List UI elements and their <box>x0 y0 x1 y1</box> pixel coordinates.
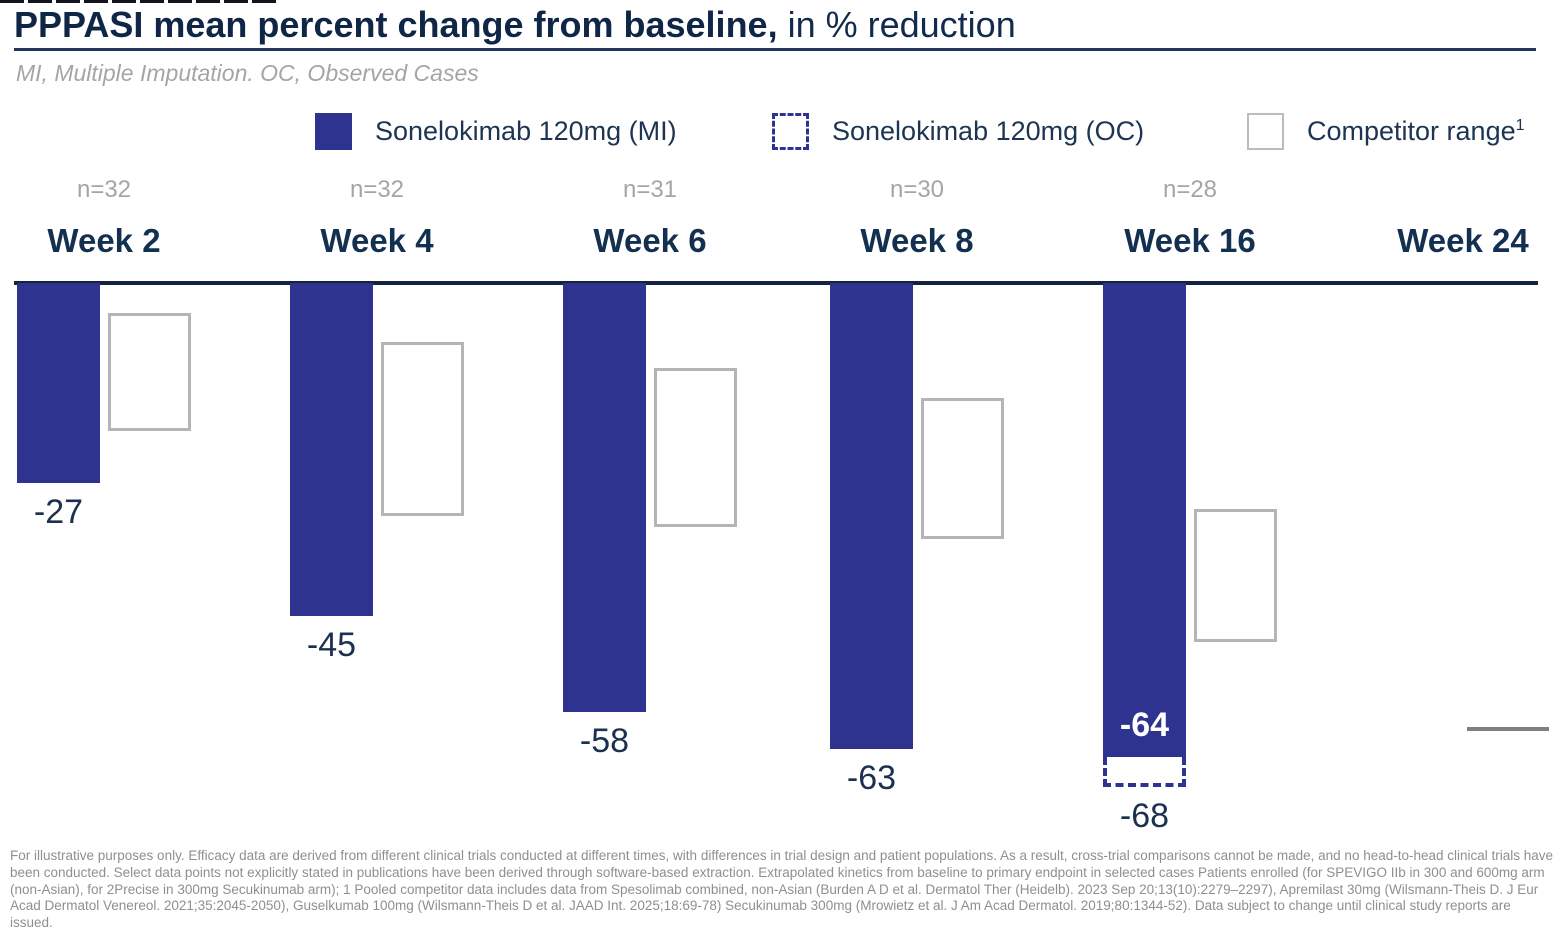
bar-value-label: -45 <box>306 626 357 664</box>
competitor-range-box <box>108 313 191 431</box>
category-label: Week 16 <box>1124 222 1256 259</box>
legend-label: Competitor range1 <box>1307 115 1525 146</box>
category-label: Week 24 <box>1397 222 1529 259</box>
bar-value-label-inside: -64 <box>1119 706 1170 744</box>
competitor-range-box <box>921 398 1004 539</box>
abbreviation-note: MI, Multiple Imputation. OC, Observed Ca… <box>16 60 479 86</box>
sample-size-label: n=30 <box>889 176 945 203</box>
footnote-text: For illustrative purposes only. Efficacy… <box>10 848 1554 931</box>
dashed-square-icon <box>772 112 809 150</box>
category-label: Week 8 <box>860 222 974 259</box>
bar-value-label: -27 <box>33 493 84 531</box>
sample-size-label: n=32 <box>349 176 405 203</box>
legend-item-sonelokimab-oc: Sonelokimab 120mg (OC) <box>772 111 1144 151</box>
page-title-bold: PPPASI mean percent change from baseline… <box>14 4 778 45</box>
top-edge-artifact <box>0 0 278 3</box>
bar-sonelokimab-oc-extension <box>1103 757 1186 787</box>
competitor-range-box <box>654 368 737 527</box>
bar-sonelokimab-mi <box>290 283 373 616</box>
chart-baseline-axis <box>14 281 1538 285</box>
legend-label: Sonelokimab 120mg (OC) <box>832 115 1145 146</box>
bar-value-label: -63 <box>846 759 897 797</box>
sample-size-label: n=32 <box>76 176 132 203</box>
bar-sonelokimab-mi: -64 <box>1103 283 1186 757</box>
category-label: Week 4 <box>320 222 434 259</box>
competitor-range-box <box>1194 509 1277 642</box>
category-label: Week 6 <box>593 222 707 259</box>
footnote-marker: 1 <box>1515 116 1525 134</box>
legend-label: Sonelokimab 120mg (MI) <box>375 115 677 146</box>
bar-sonelokimab-mi <box>563 283 646 712</box>
legend-item-competitor-range: Competitor range1 <box>1247 111 1525 151</box>
category-label: Week 2 <box>47 222 161 259</box>
bar-value-label: -58 <box>579 722 630 760</box>
competitor-range-box <box>381 342 464 516</box>
solid-square-icon <box>315 112 352 150</box>
outline-square-icon <box>1247 112 1284 150</box>
title-underline <box>14 48 1536 51</box>
sample-size-label: n=31 <box>622 176 678 203</box>
bar-sonelokimab-mi <box>17 283 100 483</box>
legend-item-sonelokimab-mi: Sonelokimab 120mg (MI) <box>315 111 677 151</box>
oc-value-label: -68 <box>1119 797 1170 835</box>
page-title: PPPASI mean percent change from baseline… <box>14 4 1016 46</box>
bar-sonelokimab-mi <box>830 283 913 749</box>
sample-size-label: n=28 <box>1162 176 1218 203</box>
page-title-rest: in % reduction <box>777 4 1016 45</box>
competitor-point-line <box>1467 727 1549 731</box>
